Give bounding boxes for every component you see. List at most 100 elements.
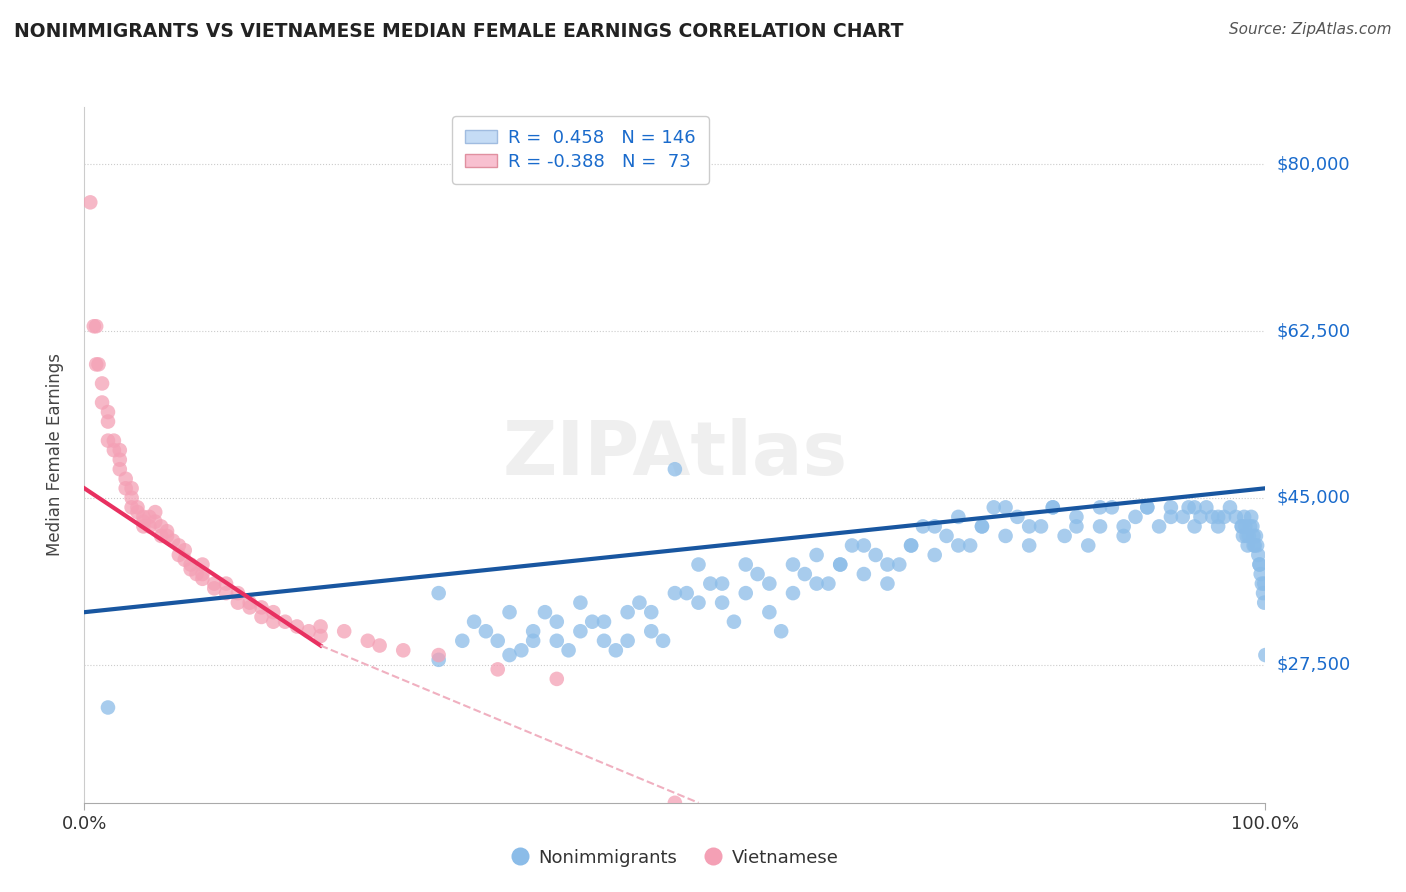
Point (652, 633, 675, 648)
Point (121, 491, 143, 505)
Point (546, 615, 568, 629)
Point (1236, 529, 1258, 543)
Point (475, 624, 498, 639)
Point (664, 796, 686, 810)
Point (1249, 558, 1271, 572)
Point (191, 572, 214, 586)
Point (285, 619, 308, 633)
Point (900, 539, 922, 553)
Point (262, 605, 284, 619)
Point (1042, 500, 1064, 515)
Point (215, 586, 238, 600)
Point (1239, 519, 1261, 533)
Point (486, 633, 509, 648)
Text: $27,500: $27,500 (1277, 656, 1351, 673)
Legend: Nonimmigrants, Vietnamese: Nonimmigrants, Vietnamese (505, 841, 845, 874)
Point (309, 629, 332, 643)
Point (830, 558, 852, 572)
Text: $45,000: $45,000 (1277, 489, 1351, 507)
Point (734, 558, 756, 572)
Point (522, 624, 544, 639)
Point (108, 443, 131, 458)
Point (1066, 509, 1088, 524)
Point (202, 576, 225, 591)
Point (180, 562, 202, 576)
Text: Source: ZipAtlas.com: Source: ZipAtlas.com (1229, 22, 1392, 37)
Point (1243, 539, 1265, 553)
Point (173, 553, 195, 567)
Point (79, 195, 101, 210)
Point (688, 558, 710, 572)
Point (84, 319, 107, 334)
Text: $62,500: $62,500 (1277, 322, 1351, 340)
Point (1077, 539, 1099, 553)
Point (546, 633, 568, 648)
Point (747, 567, 769, 582)
Point (1189, 509, 1212, 524)
Point (1042, 500, 1064, 515)
Point (758, 576, 780, 591)
Point (121, 481, 143, 495)
Point (1250, 576, 1272, 591)
Point (309, 619, 332, 633)
Point (1240, 509, 1263, 524)
Point (830, 558, 852, 572)
Point (699, 576, 721, 591)
Point (593, 615, 616, 629)
Point (1018, 519, 1040, 533)
Point (132, 519, 155, 533)
Point (202, 582, 225, 596)
Point (1213, 509, 1236, 524)
Point (239, 600, 262, 615)
Point (546, 672, 568, 686)
Point (1088, 500, 1111, 515)
Point (156, 524, 179, 538)
Point (463, 615, 485, 629)
Point (983, 500, 1005, 515)
Point (581, 615, 603, 629)
Point (162, 533, 184, 548)
Point (994, 529, 1017, 543)
Point (1088, 519, 1111, 533)
Point (173, 543, 195, 558)
Point (664, 462, 686, 476)
Point (186, 567, 208, 582)
Point (900, 539, 922, 553)
Point (935, 529, 957, 543)
Point (498, 605, 520, 619)
Point (150, 529, 173, 543)
Point (793, 567, 815, 582)
Point (569, 596, 592, 610)
Point (970, 519, 993, 533)
Point (427, 648, 450, 662)
Y-axis label: Median Female Earnings: Median Female Earnings (45, 353, 63, 557)
Point (97, 415, 120, 429)
Point (97, 405, 120, 419)
Point (357, 633, 380, 648)
Point (1247, 548, 1270, 562)
Point (534, 605, 557, 619)
Text: NONIMMIGRANTS VS VIETNAMESE MEDIAN FEMALE EARNINGS CORRELATION CHART: NONIMMIGRANTS VS VIETNAMESE MEDIAN FEMAL… (14, 22, 904, 41)
Point (924, 548, 946, 562)
Point (150, 519, 173, 533)
Point (143, 505, 166, 519)
Point (1125, 509, 1147, 524)
Point (114, 481, 136, 495)
Point (451, 633, 474, 648)
Point (84, 357, 107, 371)
Point (108, 462, 131, 476)
Point (392, 643, 415, 657)
Point (1243, 529, 1265, 543)
Point (876, 576, 898, 591)
Point (156, 529, 179, 543)
Point (1195, 500, 1218, 515)
Point (640, 624, 662, 639)
Point (1101, 500, 1123, 515)
Point (97, 700, 120, 714)
Point (1234, 519, 1257, 533)
Point (132, 515, 155, 529)
Point (486, 662, 509, 676)
Point (1206, 509, 1229, 524)
Point (1236, 539, 1258, 553)
Point (180, 558, 202, 572)
